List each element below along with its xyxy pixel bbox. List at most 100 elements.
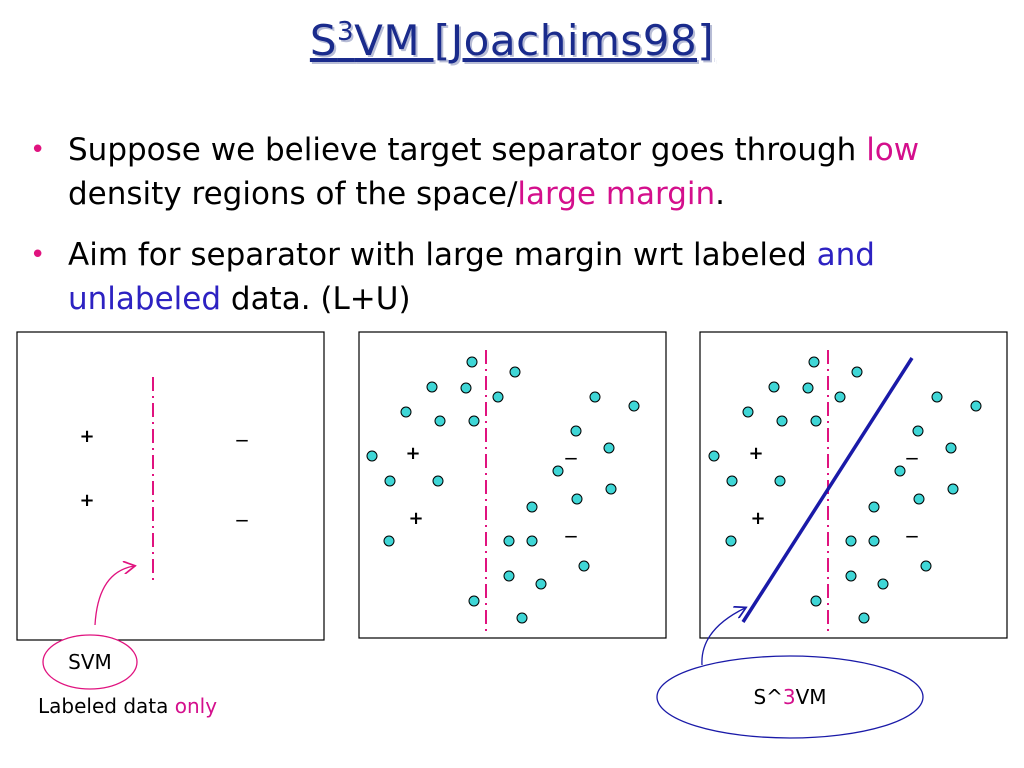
- unlabeled-point: [432, 475, 444, 487]
- unlabeled-point: [570, 425, 582, 437]
- unlabeled-point: [945, 442, 957, 454]
- unlabeled-point: [931, 391, 943, 403]
- unlabeled-point: [768, 381, 780, 393]
- unlabeled-point: [468, 415, 480, 427]
- panel-frame: [358, 331, 667, 639]
- unlabeled-point: [774, 475, 786, 487]
- unlabeled-point: [802, 382, 814, 394]
- bullet-text: Aim for separator with large margin wrt …: [68, 233, 1010, 321]
- unlabeled-point: [492, 391, 504, 403]
- negative-label: _: [236, 497, 249, 522]
- bullet-text-segment: .: [715, 176, 726, 212]
- unlabeled-point: [877, 578, 889, 590]
- panel-s3vm: + + _ _: [699, 331, 1008, 666]
- bullet-point-1: • Suppose we believe target separator go…: [30, 128, 1010, 216]
- caption-prefix: Labeled data: [38, 694, 175, 718]
- negative-label: _: [906, 513, 919, 538]
- bullet-text-segment: Suppose we believe target separator goes…: [68, 132, 867, 168]
- unlabeled-point: [552, 465, 564, 477]
- svm-callout-bubble: [42, 634, 138, 690]
- s3vm-callout-label: S^3VM: [680, 685, 900, 709]
- bullet-text-segment: Aim for separator with large margin wrt …: [68, 237, 817, 273]
- unlabeled-point: [383, 535, 395, 547]
- unlabeled-point: [571, 493, 583, 505]
- bullet-marker: •: [30, 135, 46, 165]
- unlabeled-point: [603, 442, 615, 454]
- unlabeled-point: [589, 391, 601, 403]
- panel-frame: [16, 331, 325, 641]
- positive-label: +: [79, 426, 94, 447]
- unlabeled-point: [912, 425, 924, 437]
- bullet-text: Suppose we believe target separator goes…: [68, 128, 1010, 216]
- unlabeled-points: [708, 356, 982, 624]
- s3vm-callout-bubble: [656, 655, 924, 739]
- unlabeled-point: [708, 450, 720, 462]
- unlabeled-point: [366, 450, 378, 462]
- unlabeled-point: [947, 483, 959, 495]
- unlabeled-point: [845, 570, 857, 582]
- unlabeled-point: [858, 612, 870, 624]
- unlabeled-point: [834, 391, 846, 403]
- s3vm-suffix: VM: [795, 685, 827, 709]
- bullet-emphasis-blue: and unlabeled: [68, 237, 875, 317]
- unlabeled-point: [605, 483, 617, 495]
- negative-label: _: [906, 435, 919, 460]
- unlabeled-point: [628, 400, 640, 412]
- unlabeled-point: [400, 406, 412, 418]
- unlabeled-point: [725, 535, 737, 547]
- bullet-marker: •: [30, 240, 46, 270]
- unlabeled-point: [810, 415, 822, 427]
- panel-frame: [699, 331, 1008, 639]
- unlabeled-point: [894, 465, 906, 477]
- negative-label: _: [565, 513, 578, 538]
- unlabeled-point: [970, 400, 982, 412]
- unlabeled-point: [526, 501, 538, 513]
- positive-label: +: [79, 490, 94, 511]
- unlabeled-point: [468, 595, 480, 607]
- unlabeled-point: [810, 595, 822, 607]
- title-superscript: 3: [337, 17, 355, 47]
- positive-label: +: [750, 508, 765, 529]
- unlabeled-points: [366, 356, 640, 624]
- unlabeled-point: [913, 493, 925, 505]
- unlabeled-point: [509, 366, 521, 378]
- unlabeled-point: [868, 501, 880, 513]
- s3vm-number: 3: [782, 685, 796, 709]
- unlabeled-point: [920, 560, 932, 572]
- unlabeled-point: [434, 415, 446, 427]
- positive-label: +: [748, 443, 763, 464]
- unlabeled-point: [460, 382, 472, 394]
- unlabeled-point: [426, 381, 438, 393]
- svm-callout-arrow: [94, 566, 134, 626]
- s3vm-callout-arrow: [701, 608, 745, 666]
- unlabeled-point: [726, 475, 738, 487]
- s3vm-prefix: S^: [753, 685, 783, 709]
- title-rest: VM [Joachims98]: [354, 16, 715, 65]
- unlabeled-point: [503, 570, 515, 582]
- bullet-text-segment: density regions of the space/: [68, 176, 518, 212]
- svm-callout-label: SVM: [68, 650, 112, 674]
- unlabeled-point: [503, 535, 515, 547]
- negative-label: _: [565, 435, 578, 460]
- panel-svm: + + _ _: [16, 331, 325, 641]
- unlabeled-point: [578, 560, 590, 572]
- title-main: S: [309, 16, 338, 65]
- panel-unlabeled-svm: + + _ _: [358, 331, 667, 639]
- unlabeled-point: [516, 612, 528, 624]
- slide-title: S3VM [Joachims98]: [0, 16, 1024, 65]
- unlabeled-point: [384, 475, 396, 487]
- bullet-point-2: • Aim for separator with large margin wr…: [30, 233, 1010, 321]
- s3vm-separator-line: [741, 357, 914, 623]
- unlabeled-point: [845, 535, 857, 547]
- unlabeled-point: [776, 415, 788, 427]
- positive-label: +: [405, 443, 420, 464]
- bullet-emphasis-pink: large margin: [517, 176, 716, 212]
- unlabeled-point: [535, 578, 547, 590]
- unlabeled-point: [808, 356, 820, 368]
- unlabeled-point: [466, 356, 478, 368]
- unlabeled-point: [526, 535, 538, 547]
- negative-label: _: [236, 417, 249, 442]
- unlabeled-point: [742, 406, 754, 418]
- bullet-emphasis-pink: low: [866, 132, 920, 168]
